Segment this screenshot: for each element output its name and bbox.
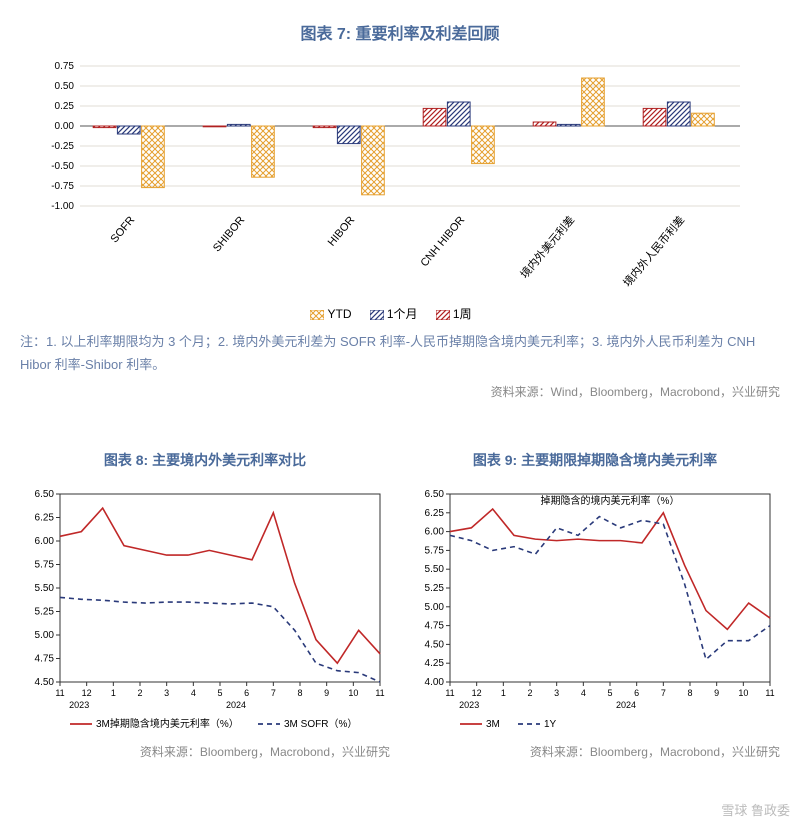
svg-text:0.50: 0.50 (55, 81, 75, 92)
svg-text:2024: 2024 (226, 700, 246, 710)
svg-text:5.50: 5.50 (35, 583, 55, 594)
svg-text:4.25: 4.25 (425, 658, 445, 669)
svg-text:2024: 2024 (616, 700, 636, 710)
svg-text:境内外人民币利差: 境内外人民币利差 (620, 213, 687, 289)
svg-text:6.00: 6.00 (425, 526, 445, 537)
svg-text:0.25: 0.25 (55, 101, 75, 112)
watermark: 雪球 鲁政委 (721, 800, 790, 819)
svg-text:1Y: 1Y (544, 719, 557, 730)
chart7-notes: 注：1. 以上利率期限均为 3 个月；2. 境内外美元利差为 SOFR 利率-人… (20, 330, 780, 377)
chart8-title: 图表 8: 主要境内外美元利率对比 (20, 450, 390, 470)
svg-text:9: 9 (714, 688, 719, 698)
svg-text:8: 8 (687, 688, 692, 698)
svg-text:2023: 2023 (69, 700, 89, 710)
svg-text:9: 9 (324, 688, 329, 698)
svg-text:11: 11 (445, 688, 454, 698)
svg-text:-0.25: -0.25 (51, 141, 74, 152)
svg-text:2023: 2023 (459, 700, 479, 710)
chart8-source: 资料来源：Bloomberg，Macrobond，兴业研究 (20, 743, 390, 760)
svg-text:SOFR: SOFR (108, 214, 137, 245)
svg-text:2: 2 (527, 688, 532, 698)
svg-text:1: 1 (501, 688, 506, 698)
svg-text:7: 7 (661, 688, 666, 698)
svg-text:境内外美元利差: 境内外美元利差 (517, 213, 577, 281)
svg-text:5.50: 5.50 (425, 564, 445, 575)
svg-text:5.00: 5.00 (35, 630, 55, 641)
svg-text:2: 2 (137, 688, 142, 698)
chart7-legend: YTD 1个月 1周 (20, 305, 780, 322)
svg-text:7: 7 (271, 688, 276, 698)
svg-text:12: 12 (472, 688, 482, 698)
svg-text:5: 5 (217, 688, 222, 698)
svg-text:4: 4 (191, 688, 196, 698)
svg-text:6.25: 6.25 (425, 508, 445, 519)
svg-text:-0.75: -0.75 (51, 181, 74, 192)
svg-text:3M SOFR（%）: 3M SOFR（%） (284, 718, 357, 730)
svg-text:3: 3 (164, 688, 169, 698)
svg-text:SHIBOR: SHIBOR (211, 214, 247, 254)
svg-text:8: 8 (297, 688, 302, 698)
svg-text:1: 1 (111, 688, 116, 698)
chart7-svg: -1.00 -0.75 -0.50 -0.25 0.00 0.25 0.50 0.75 SOFR… (20, 56, 760, 296)
chart7-source: 资料来源：Wind，Bloomberg，Macrobond，兴业研究 (20, 383, 780, 400)
svg-text:3M: 3M (486, 719, 500, 730)
svg-text:5.75: 5.75 (35, 559, 55, 570)
svg-text:CNH HIBOR: CNH HIBOR (418, 214, 467, 269)
svg-text:11: 11 (55, 688, 64, 698)
chart9-svg: 4.00 4.25 4.50 4.75 5.00 5.25 5.50 5.75 6.00 6.25… (410, 482, 780, 732)
svg-text:12: 12 (82, 688, 92, 698)
chart9-source: 资料来源：Bloomberg，Macrobond，兴业研究 (410, 743, 780, 760)
svg-text:6.25: 6.25 (35, 512, 55, 523)
svg-text:3M掉期隐含境内美元利率（%）: 3M掉期隐含境内美元利率（%） (96, 717, 239, 730)
svg-text:4.75: 4.75 (35, 653, 55, 664)
svg-text:-0.50: -0.50 (51, 161, 74, 172)
svg-text:3: 3 (554, 688, 559, 698)
svg-text:4.00: 4.00 (425, 677, 445, 688)
svg-text:掉期隐含的境内美元利率（%）: 掉期隐含的境内美元利率（%） (541, 494, 680, 507)
svg-text:4.50: 4.50 (425, 639, 445, 650)
svg-text:HIBOR: HIBOR (326, 214, 358, 248)
chart7-title: 图表 7: 重要利率及利差回顾 (20, 20, 780, 44)
svg-text:11: 11 (765, 688, 774, 698)
svg-text:6.00: 6.00 (35, 536, 55, 547)
chart9-title: 图表 9: 主要期限掉期隐含境内美元利率 (410, 450, 780, 470)
svg-text:5: 5 (607, 688, 612, 698)
svg-text:4: 4 (581, 688, 586, 698)
svg-text:10: 10 (348, 688, 358, 698)
svg-text:5.25: 5.25 (35, 606, 55, 617)
svg-text:4.50: 4.50 (35, 677, 55, 688)
svg-text:5.75: 5.75 (425, 545, 445, 556)
svg-text:-1.00: -1.00 (51, 201, 74, 212)
svg-text:0.00: 0.00 (55, 121, 75, 132)
svg-text:6.50: 6.50 (425, 489, 445, 500)
svg-text:5.25: 5.25 (425, 583, 445, 594)
svg-text:6: 6 (634, 688, 639, 698)
svg-text:6: 6 (244, 688, 249, 698)
svg-text:4.75: 4.75 (425, 620, 445, 631)
svg-text:10: 10 (738, 688, 748, 698)
svg-text:5.00: 5.00 (425, 602, 445, 613)
chart8-svg: 4.504.755.005.255.505.756.006.256.501112… (20, 482, 390, 732)
svg-text:0.75: 0.75 (55, 61, 75, 72)
svg-text:6.50: 6.50 (35, 489, 55, 500)
svg-text:11: 11 (375, 688, 384, 698)
